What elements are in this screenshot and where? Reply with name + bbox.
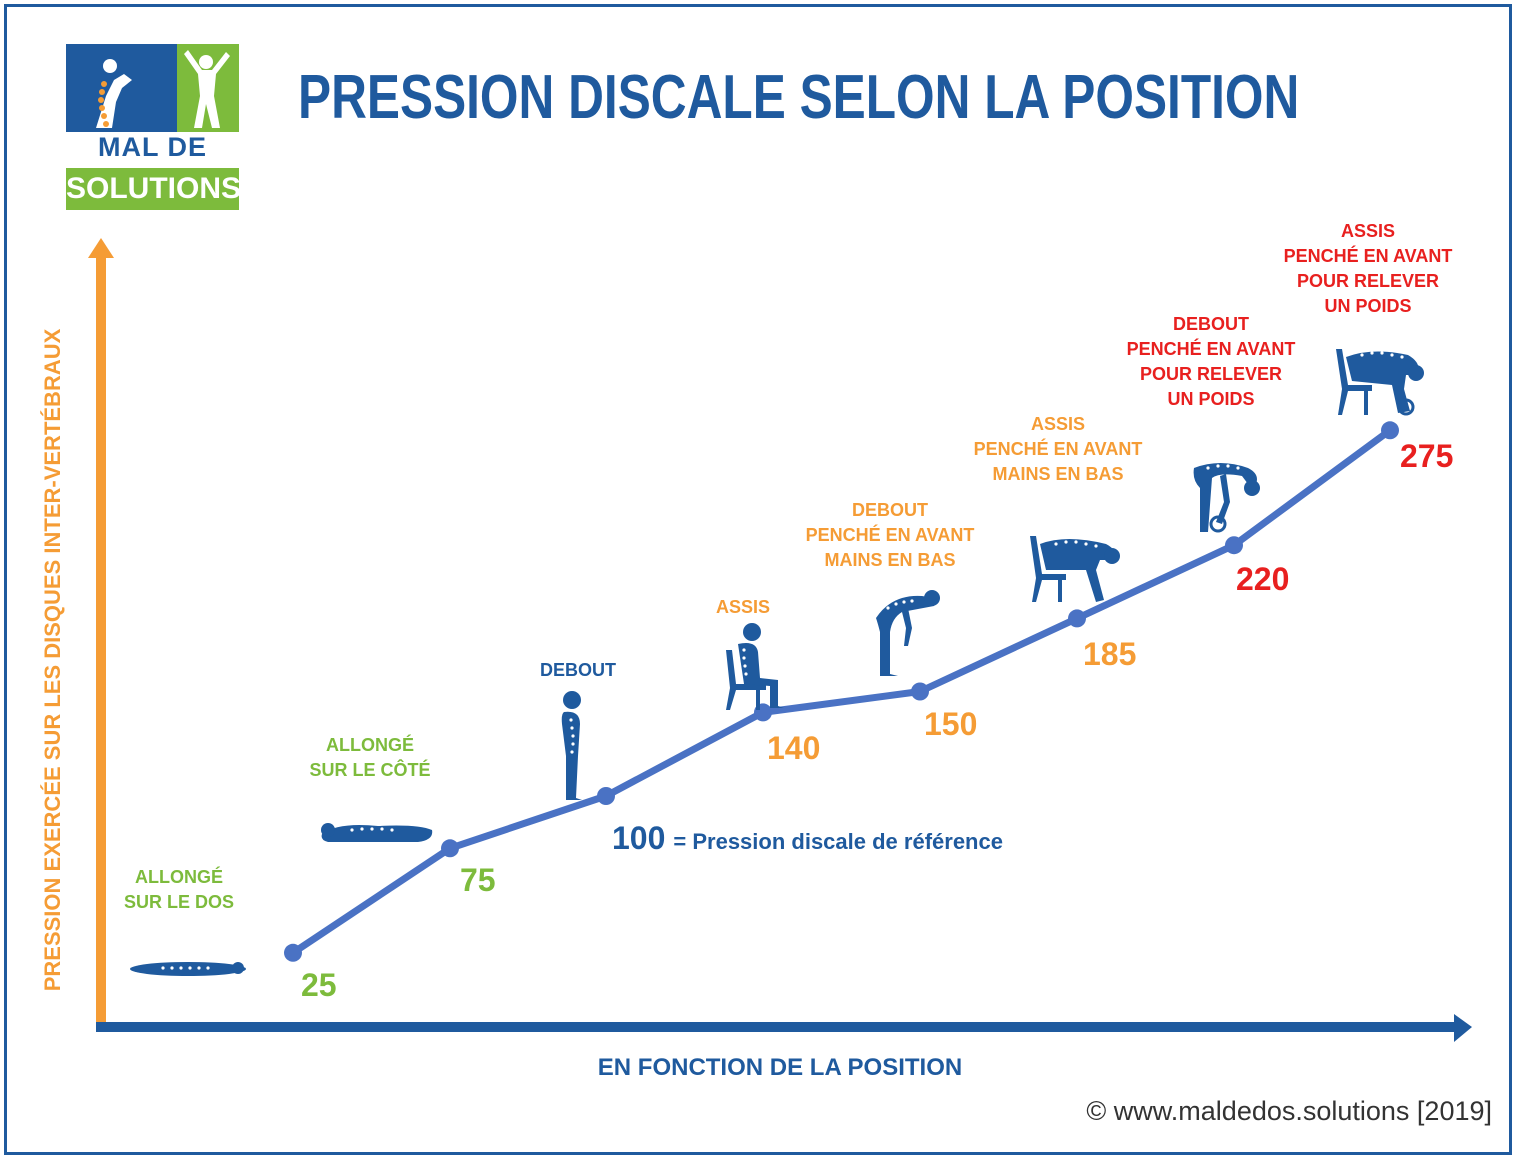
reference-note: = Pression discale de référence [673,829,1003,854]
value-label-8: 275 [1400,438,1454,475]
position-label-line: PENCHÉ EN AVANT [805,525,975,545]
person-sitting-icon [722,622,788,717]
position-label-line: DEBOUT [1173,314,1249,334]
data-point-2 [441,839,459,858]
position-label-line: ASSIS [715,597,771,617]
x-axis-line [96,1022,1458,1032]
value-label-1: 25 [301,966,337,1003]
data-point-8 [1381,421,1399,440]
position-label-line: SUR LE DOS [123,892,235,912]
position-label-line: POUR RELEVER [1296,271,1440,291]
logo-text-line2: SOLUTIONS [66,168,241,210]
position-label-line: POUR RELEVER [1139,364,1283,384]
data-point-1 [284,943,302,962]
position-label-line: PENCHÉ EN AVANT [1283,246,1453,266]
position-label-line: ALLONGÉ [325,735,414,755]
position-label-7: DEBOUT PENCHÉ EN AVANT POUR RELEVER UN POID… [1127,312,1296,412]
value-label-2: 75 [460,862,496,899]
position-label-line: MAINS EN BAS [992,464,1124,484]
person-sitting-lifting-icon [1332,345,1428,422]
position-label-line: MAINS EN BAS [824,550,956,570]
position-label-5: DEBOUT PENCHÉ EN AVANT MAINS EN BAS [806,498,975,573]
position-label-6: ASSIS PENCHÉ EN AVANT MAINS EN BAS [974,412,1143,487]
position-label-line: ASSIS [1340,221,1396,241]
series-line [289,426,1394,957]
copyright-text: © www.maldedos.solutions [2019] [1086,1096,1492,1126]
position-label-line: SUR LE CÔTÉ [309,760,431,780]
x-axis-arrow [1454,1014,1472,1042]
page-title: PRESSION DISCALE SELON LA POSITION [298,63,1300,132]
data-point-3 [597,787,615,805]
person-sitting-bending-icon [1026,530,1122,609]
data-point-7 [1225,536,1243,555]
y-axis-arrow [88,238,114,258]
position-label-line: ASSIS [1030,414,1086,434]
position-label-line: DEBOUT [540,660,616,680]
infographic-frame [4,4,1512,1155]
position-label-1: ALLONGÉ SUR LE DOS [124,865,234,915]
position-label-2: ALLONGÉ SUR LE CÔTÉ [309,733,430,783]
value-label-5: 150 [924,705,978,742]
position-label-line: PENCHÉ EN AVANT [973,439,1143,459]
position-label-line: PENCHÉ EN AVANT [1126,339,1296,359]
position-label-4: ASSIS [716,595,770,620]
position-label-line: UN POIDS [1167,389,1255,409]
person-lying-side-icon [318,820,436,851]
x-axis-label: EN FONCTION DE LA POSITION [597,1054,963,1081]
data-point-6 [1068,609,1086,628]
person-lying-back-icon [128,958,248,985]
position-label-3: DEBOUT [540,658,616,683]
person-standing-icon [552,690,592,807]
position-label-line: UN POIDS [1324,296,1412,316]
person-bending-icon [872,588,942,683]
logo: MAL DE DOS SOLUTIONS [66,44,241,210]
position-label-line: ALLONGÉ [134,867,223,887]
position-label-line: DEBOUT [852,500,928,520]
position-label-8: ASSIS PENCHÉ EN AVANT POUR RELEVER UN POIDS [1284,219,1453,319]
logo-image [66,44,239,132]
reference-annotation: 100 = Pression discale de référence [612,820,1003,857]
data-point-5 [911,682,929,701]
person-lifting-icon [1190,458,1262,541]
value-label-6: 185 [1083,636,1137,673]
y-axis-line [96,252,106,1032]
reference-value: 100 [612,820,666,856]
value-label-7: 220 [1236,561,1290,598]
value-label-4: 140 [767,730,821,767]
